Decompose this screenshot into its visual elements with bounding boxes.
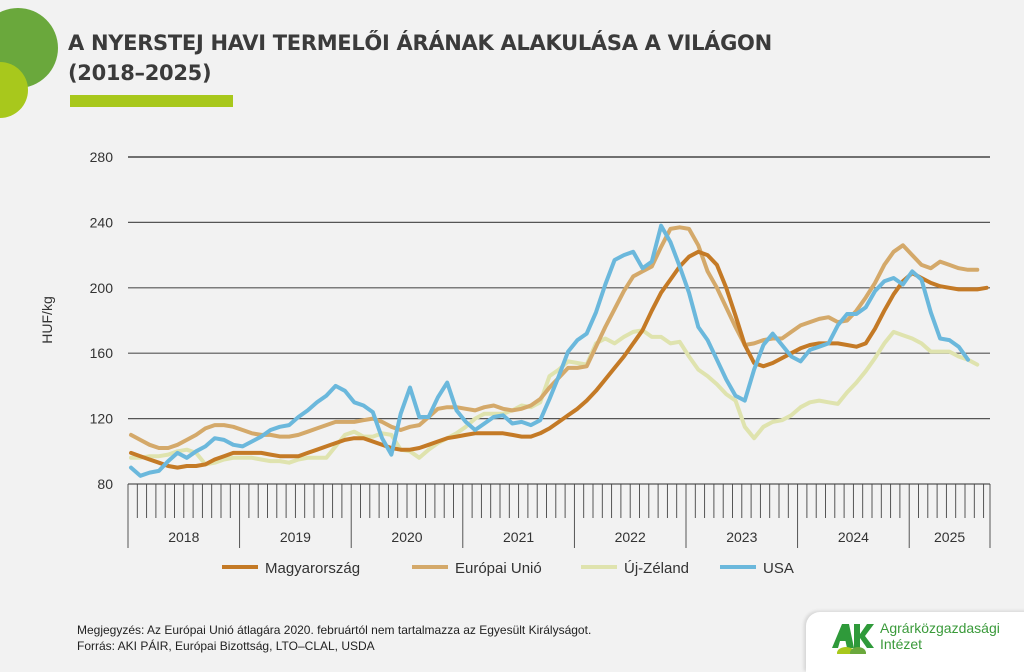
grid [128, 156, 990, 420]
note-text: Megjegyzés: Az Európai Unió átlagára 202… [77, 623, 592, 637]
logo-name-line-2: Intézet [880, 636, 923, 652]
x-tick-label: 2021 [503, 529, 534, 545]
series-line-magyarorsz-g [129, 249, 989, 470]
series-line--j-z-land [129, 328, 980, 467]
logo-name-line-1: Agrárközgazdasági [880, 620, 1000, 636]
legend-label: Európai Unió [455, 560, 542, 577]
logo-name: Agrárközgazdasági Intézet [880, 620, 1000, 652]
x-tick-label: 2019 [280, 529, 311, 545]
series-lines [129, 223, 989, 478]
legend-item: USA [720, 560, 794, 577]
legend-label: USA [763, 560, 794, 577]
legend-item: Új-Zéland [581, 560, 689, 577]
page-title: A NYERSTEJ HAVI TERMELŐI ÁRÁNAK ALAKULÁS… [68, 28, 772, 88]
y-axis-label: HUF/kg [39, 296, 55, 343]
series-line-usa [129, 223, 970, 478]
y-tick-label: 160 [90, 345, 114, 361]
x-tick-label: 2022 [615, 529, 646, 545]
legend-item: Európai Unió [412, 560, 542, 577]
y-tick-labels: 80 120 160 200 240 280 [90, 149, 114, 492]
y-tick-label: 80 [97, 476, 113, 492]
title-underline [70, 95, 233, 107]
legend-label: Új-Zéland [624, 560, 689, 577]
footnote: Megjegyzés: Az Európai Unió átlagára 202… [77, 622, 591, 654]
y-tick-label: 240 [90, 214, 114, 230]
x-tick-label: 2020 [391, 529, 422, 545]
x-axis: 2018 2019 2020 2021 2022 2023 2024 2025 [127, 483, 991, 548]
x-tick-label: 2023 [726, 529, 757, 545]
legend-label: Magyarország [265, 560, 360, 577]
y-tick-label: 200 [90, 280, 114, 296]
x-tick-label: 2024 [838, 529, 869, 545]
aki-logo-icon [832, 624, 874, 654]
legend-item: Magyarország [222, 560, 360, 577]
logo-box [806, 612, 1024, 672]
x-tick-label: 2025 [934, 529, 965, 545]
line-chart: 80 120 160 200 240 280 HUF/kg 2018 2019 2020 202… [39, 149, 991, 577]
source-text: Forrás: AKI PÁIR, Európai Bizottság, LTO… [77, 639, 375, 653]
legend: Magyarország Európai Unió Új-Zéland USA [222, 560, 794, 577]
y-tick-label: 120 [90, 411, 114, 427]
title-line-1: A NYERSTEJ HAVI TERMELŐI ÁRÁNAK ALAKULÁS… [68, 31, 772, 55]
y-tick-label: 280 [90, 149, 114, 165]
series-line-eur-pai-uni- [129, 225, 980, 450]
x-tick-label: 2018 [168, 529, 199, 545]
title-line-2: (2018–2025) [68, 61, 212, 85]
